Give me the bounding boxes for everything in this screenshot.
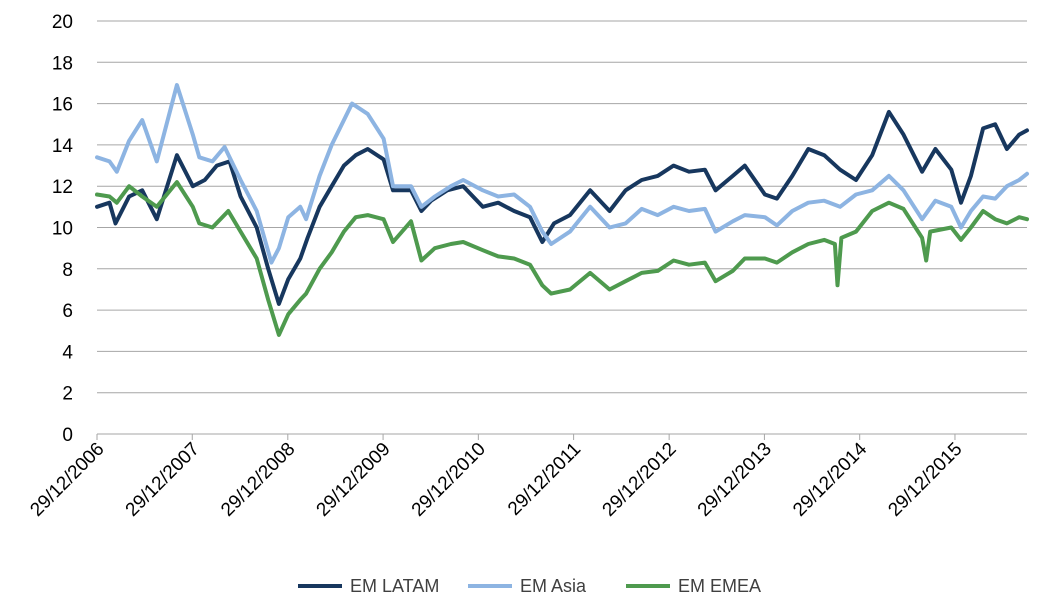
legend-label-em-emea: EM EMEA [678,576,761,596]
legend-label-em-asia: EM Asia [520,576,587,596]
series-line-em-latam [95,109,1029,306]
legend-label-em-latam: EM LATAM [350,576,439,596]
x-tick-label: 29/12/2007 [122,439,204,521]
x-tick-label: 29/12/2006 [26,439,108,521]
y-tick-label: 6 [62,301,73,322]
y-tick-label: 18 [52,53,73,74]
y-tick-label: 0 [62,425,73,446]
y-tick-label: 10 [52,219,73,240]
y-tick-label: 4 [62,342,73,363]
y-tick-label: 8 [62,260,73,281]
x-tick-label: 29/12/2009 [313,439,395,521]
y-tick-label: 14 [52,136,74,157]
x-tick-label: 29/12/2012 [599,439,681,521]
y-tick-label: 12 [52,177,73,198]
gridlines [97,20,1027,435]
series-lines [95,83,1029,337]
x-axis: 29/12/2006 29/12/2007 29/12/2008 29/12/2009… [26,434,966,521]
x-tick-label: 29/12/2015 [884,439,966,521]
y-tick-label: 16 [52,95,73,116]
x-tick-label: 29/12/2010 [408,439,490,521]
x-tick-label: 29/12/2013 [694,439,776,521]
x-tick-label: 29/12/2011 [504,439,585,520]
y-tick-label: 2 [62,384,73,405]
y-tick-label: 20 [52,12,73,33]
y-axis: 0 2 4 6 8 10 12 14 16 18 20 [52,12,74,446]
series-line-em-asia [95,83,1029,265]
x-tick-label: 29/12/2008 [217,439,299,521]
x-tick-label: 29/12/2014 [789,438,871,520]
legend: EM LATAM EM Asia EM EMEA [298,576,761,596]
series-line-em-emea [95,180,1029,337]
